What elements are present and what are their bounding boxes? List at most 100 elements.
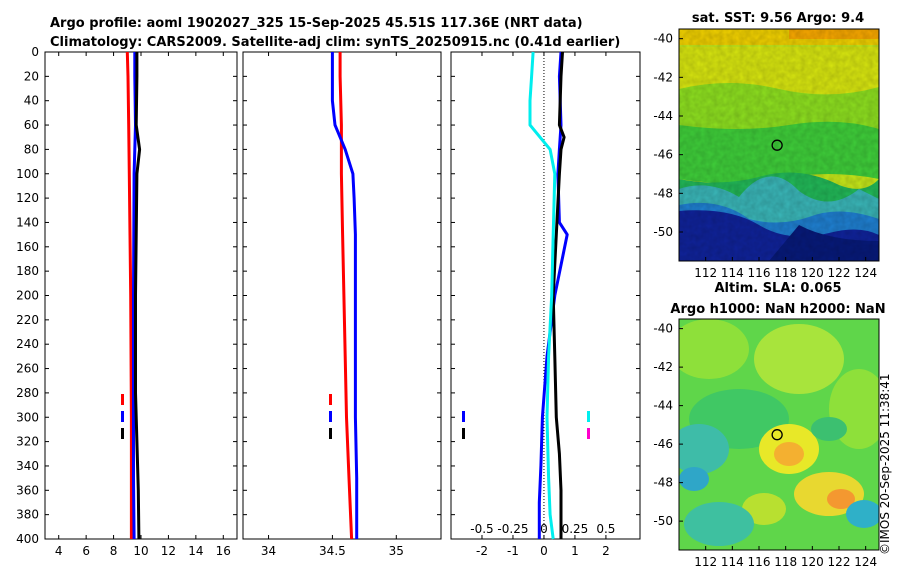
x-tick-label: 1	[571, 544, 579, 558]
x-tick-label: -1	[507, 544, 519, 558]
x-tick-label: 12	[161, 544, 176, 558]
map-x-tick-label: 120	[801, 266, 824, 280]
sla-map: -40 -42 -44 -46 -48 -50 112 114 116 118 120 122 124	[653, 318, 880, 569]
map-x-tick-label: 120	[801, 555, 824, 569]
map-x-tick-label: 114	[721, 266, 744, 280]
y-tick-label: 320	[16, 435, 39, 449]
legend-swatch	[329, 428, 332, 439]
y-tick-label: 260	[16, 362, 39, 376]
sst-field	[679, 29, 879, 261]
series-line-temperature-argo	[551, 51, 566, 539]
y-tick-label: 140	[16, 215, 39, 229]
argo-location-marker	[771, 139, 783, 151]
x-tick-label: -2	[476, 544, 488, 558]
y-tick-label: 120	[16, 191, 39, 205]
y-tick-label: 340	[16, 459, 39, 473]
y-tick-label: 160	[16, 240, 39, 254]
salinity-panel: 34 34.5 35	[242, 51, 442, 558]
legend-swatch	[587, 428, 590, 439]
x-tick-label: 2	[602, 544, 610, 558]
legend-swatch	[587, 411, 590, 422]
map-x-tick-label: 122	[828, 266, 851, 280]
y-tick-label: 180	[16, 264, 39, 278]
y-tick-label: 220	[16, 313, 39, 327]
timestamp-stamp: ©IMOS 20-Sep-2025 11:38:41	[878, 373, 892, 555]
y-tick-label: 400	[16, 532, 39, 546]
y-tick-label: 60	[24, 118, 39, 132]
x-tick-label: 34.5	[319, 544, 346, 558]
map-y-tick-label: -50	[653, 225, 673, 239]
x-tick-label: 34	[261, 544, 276, 558]
map-y-tick-label: -50	[653, 514, 673, 528]
temperature-panel: 0 20 40 60 80 100 120 140 160 180 200 220 240 260 280 3…	[16, 45, 238, 558]
x-tick-label: 10	[133, 544, 148, 558]
x2-tick-label: -0.25	[497, 522, 528, 536]
argo-location-marker	[771, 429, 783, 441]
x2-tick-label: 0.5	[596, 522, 615, 536]
x-tick-label: 8	[110, 544, 118, 558]
map-y-tick-label: -40	[653, 322, 673, 336]
plot-frame	[450, 51, 641, 540]
x2-tick-label: 0.25	[562, 522, 589, 536]
map-x-tick-label: 116	[748, 266, 771, 280]
y-tick-label: 40	[24, 94, 39, 108]
sla-map-title-2: Argo h1000: NaN h2000: NaN	[670, 302, 885, 317]
legend-swatch	[121, 394, 124, 405]
series-line-salinity-satellite	[528, 51, 557, 540]
map-y-tick-label: -44	[653, 109, 673, 123]
map-y-tick-label: -48	[653, 476, 673, 490]
map-y-tick-label: -42	[653, 360, 673, 374]
map-y-tick-label: -46	[653, 148, 673, 162]
y-tick-label: 360	[16, 483, 39, 497]
sla-field	[679, 319, 879, 550]
x-tick-label: 0	[540, 544, 548, 558]
x-tick-label: 14	[188, 544, 203, 558]
map-y-tick-label: -48	[653, 186, 673, 200]
series-line-argo	[134, 52, 142, 540]
map-x-tick-label: 118	[774, 555, 797, 569]
y-tick-label: 100	[16, 167, 39, 181]
map-frame	[678, 28, 880, 262]
x-tick-label: 6	[82, 544, 90, 558]
y-tick-label: 0	[31, 45, 39, 59]
sst-map: -40 -42 -44 -46 -48 -50 112 114 116 118 120 122 124	[653, 28, 880, 280]
y-tick-label: 240	[16, 337, 39, 351]
header-line1: Argo profile: aoml 1902027_325 15-Sep-20…	[50, 16, 583, 31]
map-x-tick-label: 112	[694, 555, 717, 569]
map-x-tick-label: 118	[774, 266, 797, 280]
y-tick-label: 20	[24, 69, 39, 83]
header-line2: Climatology: CARS2009. Satellite-adj cli…	[50, 35, 620, 50]
map-y-tick-label: -46	[653, 437, 673, 451]
map-x-tick-label: 122	[828, 555, 851, 569]
map-y-tick-label: -42	[653, 70, 673, 84]
map-y-tick-label: -40	[653, 32, 673, 46]
legend-swatch	[329, 394, 332, 405]
y-tick-label: 80	[24, 142, 39, 156]
difference-panel: -2 -1 0 1 2 -0.5 -0.25 0 0.25 0.5	[450, 51, 641, 558]
y-tick-label: 200	[16, 289, 39, 303]
series-line-satellite-adj-clim	[132, 52, 137, 540]
legend-swatch	[462, 428, 465, 439]
series-line-climatology	[338, 52, 354, 540]
y-tick-label: 300	[16, 410, 39, 424]
series-line-satellite-adj-clim	[330, 52, 359, 539]
x-tick-label: 16	[216, 544, 231, 558]
map-x-tick-label: 124	[854, 555, 877, 569]
legend-swatch	[121, 428, 124, 439]
x-tick-label: 4	[55, 544, 63, 558]
x2-tick-label: 0	[540, 522, 548, 536]
map-y-tick-label: -44	[653, 399, 673, 413]
map-frame	[678, 318, 880, 551]
map-x-tick-label: 114	[721, 555, 744, 569]
map-x-tick-label: 116	[748, 555, 771, 569]
sla-map-title-1: Altim. SLA: 0.065	[715, 281, 842, 296]
x-tick-label: 35	[389, 544, 404, 558]
map-x-tick-label: 112	[694, 266, 717, 280]
y-tick-label: 380	[16, 508, 39, 522]
plot-frame	[44, 51, 238, 540]
legend-swatch	[462, 411, 465, 422]
legend-swatch	[329, 411, 332, 422]
series-line-climatology	[125, 51, 133, 539]
x2-tick-label: -0.5	[470, 522, 493, 536]
